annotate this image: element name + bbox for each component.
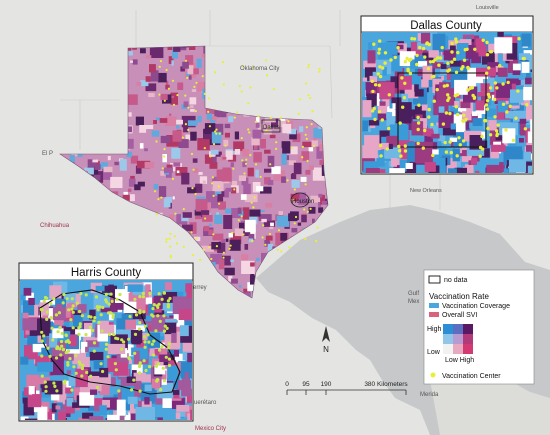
scale-tick-0: 0 — [285, 381, 289, 388]
texas-vaccination-centers — [153, 59, 321, 261]
legend-no-data-swatch — [428, 275, 441, 284]
legend: no data Vaccination Rate Vaccination Cov… — [423, 269, 535, 385]
place-new-orleans: New Orleans — [410, 188, 442, 194]
houston-callout-label: Houston — [292, 199, 314, 205]
scale-bar: 0 95 190 380 Kilometers — [285, 381, 408, 395]
legend-center-label: Vaccination Center — [442, 373, 501, 380]
yucatan-land — [430, 372, 550, 435]
place-merida: Merida — [420, 392, 439, 398]
bivariate-cell — [453, 344, 463, 354]
harris-vaccination-centers — [39, 291, 172, 393]
legend-low-label: Low — [427, 349, 441, 356]
bivariate-cell — [463, 344, 473, 354]
place-chihuahua: Chihuahua — [40, 223, 70, 229]
legend-svi-swatch — [429, 312, 439, 317]
place-gulf-2: Mex — [408, 299, 419, 305]
place-louisville: Louisville — [476, 5, 499, 11]
harris-county-inset: Harris County — [18, 262, 194, 422]
dallas-callout-box — [261, 119, 281, 133]
dallas-inset-title: Dallas County — [410, 20, 482, 32]
harris-inset-title: Harris County — [71, 267, 142, 279]
legend-coverage-label: Vaccination Coverage — [442, 303, 510, 310]
north-arrow: N — [322, 326, 330, 354]
legend-coverage-swatch — [429, 303, 439, 308]
dallas-county-inset: Dallas County — [360, 15, 534, 175]
bivariate-cell — [453, 324, 463, 334]
place-el-paso: El P — [42, 151, 53, 157]
legend-no-data-label: no data — [444, 277, 467, 284]
legend-center-swatch — [430, 372, 436, 378]
texas-outline — [59, 45, 329, 299]
place-monterrey: errey — [193, 285, 207, 291]
bivariate-cell — [443, 344, 453, 354]
bivariate-cell — [453, 334, 463, 344]
place-oklahoma-city: Oklahoma City — [240, 66, 279, 72]
legend-low-high-label: Low High — [445, 357, 474, 364]
legend-title: Vaccination Rate — [429, 292, 489, 301]
scale-tick-380: 380 Kilometers — [364, 381, 408, 388]
place-mexico-city: Mexico City — [195, 426, 226, 432]
bivariate-cell — [443, 324, 453, 334]
legend-high-label: High — [427, 326, 442, 333]
dallas-callout-label: Dallas — [263, 125, 280, 131]
legend-svi-label: Overall SVI — [442, 312, 477, 319]
place-gulf: Gulf — [408, 291, 419, 297]
bivariate-cell — [463, 334, 473, 344]
bivariate-matrix — [443, 324, 473, 354]
houston-callout-ring — [290, 192, 310, 208]
north-arrow-label: N — [323, 345, 329, 354]
scale-tick-190: 190 — [321, 381, 332, 388]
bivariate-cell — [443, 334, 453, 344]
dallas-vaccination-centers — [370, 37, 529, 158]
scale-tick-95: 95 — [302, 381, 310, 388]
place-queretaro: uerétaro — [194, 400, 217, 406]
bivariate-cell — [463, 324, 473, 334]
